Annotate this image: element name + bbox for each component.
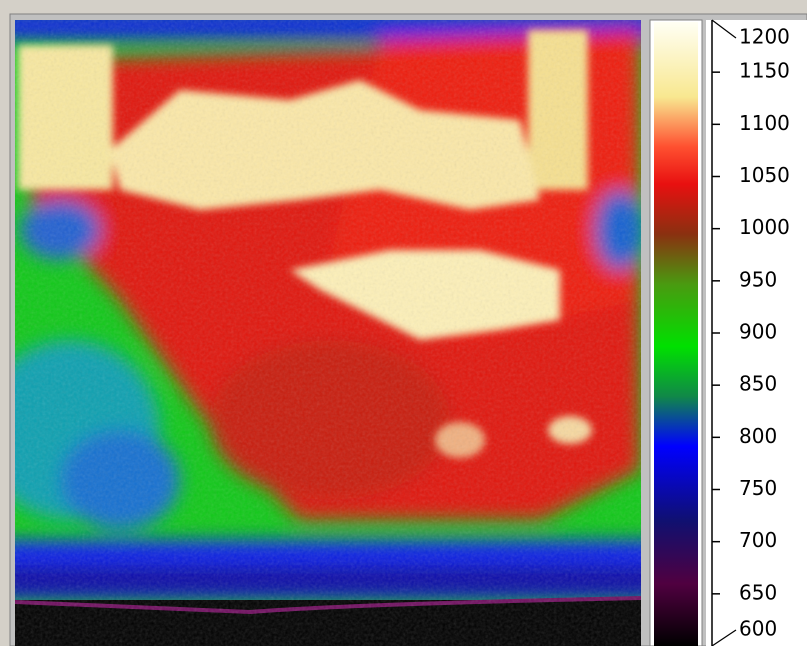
tick-label: 950 — [739, 267, 777, 291]
tick-label: 800 — [739, 424, 777, 448]
tick-label: 750 — [739, 476, 777, 500]
tick-label: 1150 — [739, 59, 790, 83]
tick-label: 1200 — [739, 25, 790, 49]
colorbar — [654, 22, 698, 646]
tick-label: 1000 — [739, 215, 790, 239]
tick-label: 900 — [739, 320, 777, 344]
tick-leader — [711, 629, 737, 646]
tick-leader — [711, 19, 737, 39]
tick-label: 650 — [739, 580, 777, 604]
scale-background — [706, 20, 807, 646]
tick-label: 1100 — [739, 111, 790, 135]
tick-label: 850 — [739, 372, 777, 396]
tick-label: 600 — [739, 617, 777, 641]
tick-label: 700 — [739, 528, 777, 552]
thermal-image — [15, 20, 641, 646]
tick-label: 1050 — [739, 163, 790, 187]
